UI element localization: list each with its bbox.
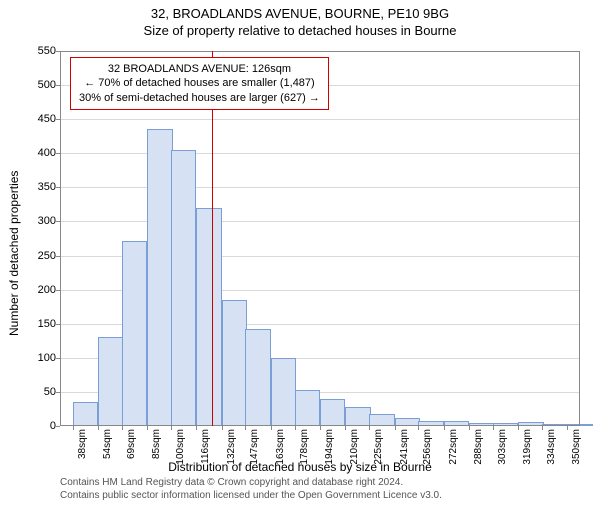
xtick-mark bbox=[518, 426, 519, 430]
ytick-mark bbox=[56, 426, 60, 427]
xtick-mark bbox=[542, 426, 543, 430]
xtick-mark bbox=[369, 426, 370, 430]
y-axis-label: Number of detached properties bbox=[7, 171, 21, 336]
xtick-mark bbox=[295, 426, 296, 430]
annotation-line3: 30% of semi-detached houses are larger (… bbox=[79, 91, 320, 105]
annotation-box: 32 BROADLANDS AVENUE: 126sqm ← 70% of de… bbox=[70, 57, 329, 110]
ytick-mark bbox=[56, 324, 60, 325]
xtick-mark bbox=[271, 426, 272, 430]
xtick-mark bbox=[122, 426, 123, 430]
chart-title-sub: Size of property relative to detached ho… bbox=[0, 23, 600, 38]
xtick-mark bbox=[567, 426, 568, 430]
xtick-mark bbox=[73, 426, 74, 430]
plot-area: 32 BROADLANDS AVENUE: 126sqm ← 70% of de… bbox=[60, 51, 580, 426]
xtick-label: 38sqm bbox=[77, 429, 88, 459]
ytick-label: 550 bbox=[26, 45, 56, 57]
ytick-label: 500 bbox=[26, 79, 56, 91]
ytick-label: 50 bbox=[26, 386, 56, 398]
xtick-mark bbox=[147, 426, 148, 430]
ytick-label: 150 bbox=[26, 318, 56, 330]
xtick-mark bbox=[222, 426, 223, 430]
xtick-label: 54sqm bbox=[102, 429, 113, 459]
xtick-mark bbox=[196, 426, 197, 430]
xtick-mark bbox=[469, 426, 470, 430]
xtick-mark bbox=[444, 426, 445, 430]
ytick-mark bbox=[56, 392, 60, 393]
xtick-mark bbox=[320, 426, 321, 430]
ytick-mark bbox=[56, 290, 60, 291]
ytick-mark bbox=[56, 51, 60, 52]
xtick-label: 69sqm bbox=[126, 429, 137, 459]
ytick-label: 250 bbox=[26, 250, 56, 262]
xtick-mark bbox=[245, 426, 246, 430]
ytick-label: 200 bbox=[26, 284, 56, 296]
ytick-mark bbox=[56, 358, 60, 359]
xtick-mark bbox=[345, 426, 346, 430]
xtick-mark bbox=[493, 426, 494, 430]
footer-attribution: Contains HM Land Registry data © Crown c… bbox=[60, 477, 442, 502]
xtick-mark bbox=[98, 426, 99, 430]
xtick-mark bbox=[395, 426, 396, 430]
ytick-label: 450 bbox=[26, 113, 56, 125]
annotation-line2: ← 70% of detached houses are smaller (1,… bbox=[79, 76, 320, 90]
ytick-mark bbox=[56, 153, 60, 154]
ytick-mark bbox=[56, 256, 60, 257]
xtick-label: 116sqm bbox=[200, 429, 211, 464]
ytick-label: 0 bbox=[26, 420, 56, 432]
annotation-line1: 32 BROADLANDS AVENUE: 126sqm bbox=[79, 62, 320, 76]
ytick-label: 350 bbox=[26, 181, 56, 193]
xtick-label: 85sqm bbox=[151, 429, 162, 459]
footer-line1: Contains HM Land Registry data © Crown c… bbox=[60, 477, 442, 490]
chart-title-main: 32, BROADLANDS AVENUE, BOURNE, PE10 9BG bbox=[0, 6, 600, 21]
footer-line2: Contains public sector information licen… bbox=[60, 490, 442, 503]
ytick-label: 400 bbox=[26, 147, 56, 159]
x-axis-label: Distribution of detached houses by size … bbox=[0, 460, 600, 474]
xtick-mark bbox=[418, 426, 419, 430]
ytick-label: 300 bbox=[26, 215, 56, 227]
ytick-mark bbox=[56, 119, 60, 120]
ytick-mark bbox=[56, 187, 60, 188]
ytick-mark bbox=[56, 221, 60, 222]
ytick-label: 100 bbox=[26, 352, 56, 364]
xtick-mark bbox=[171, 426, 172, 430]
ytick-mark bbox=[56, 85, 60, 86]
